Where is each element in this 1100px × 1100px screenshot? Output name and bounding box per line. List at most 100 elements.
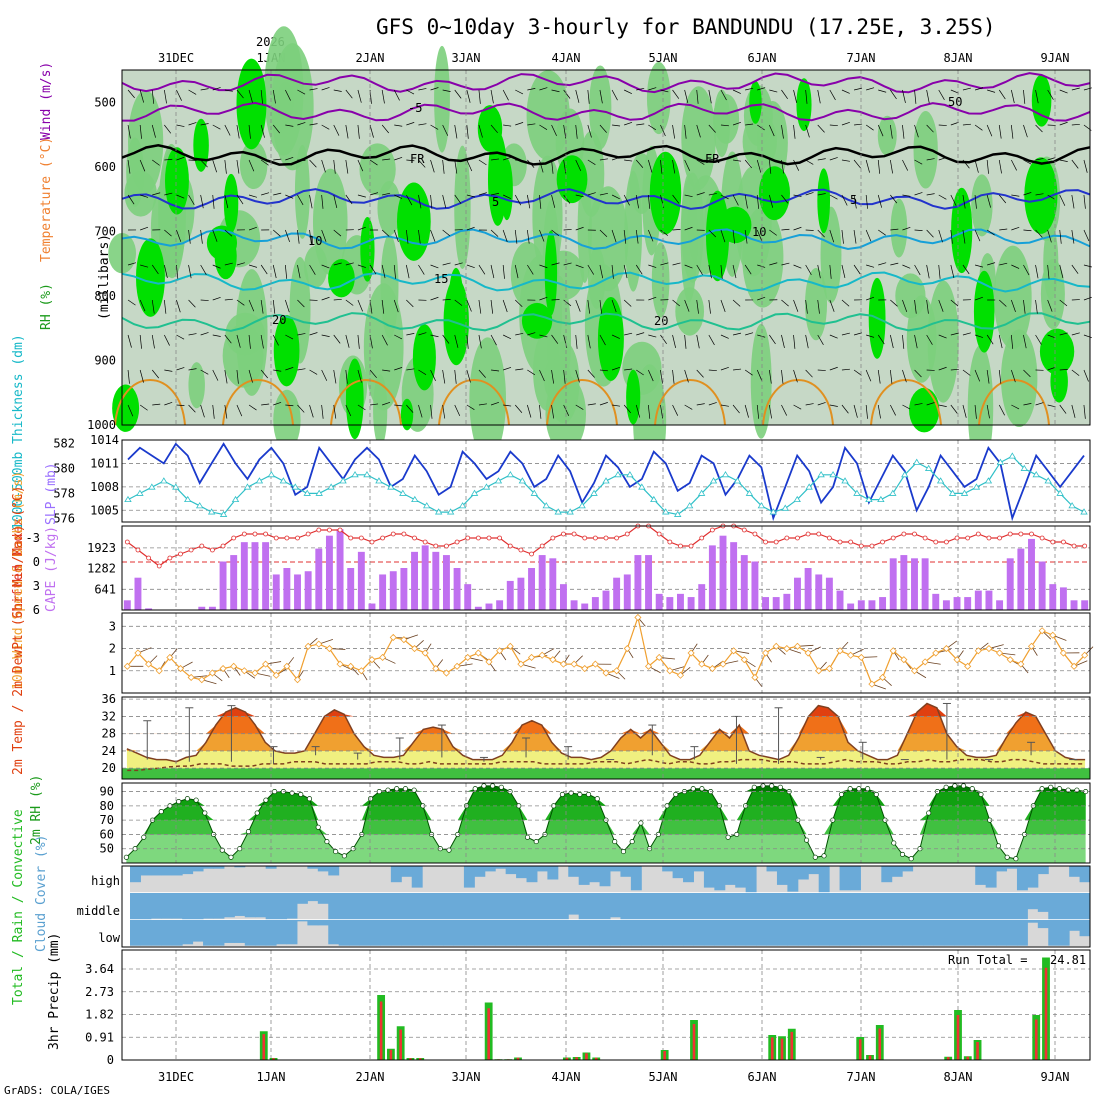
- wind-barb: [865, 404, 868, 419]
- wind-barb: [139, 89, 145, 103]
- li-point: [943, 539, 949, 545]
- cloud-cover-low-cell: [495, 920, 507, 946]
- cloud-cover-middle-cell: [589, 893, 601, 920]
- thickness-point: [913, 458, 921, 465]
- wind-barb: [418, 159, 426, 168]
- wind10m-point: [240, 667, 248, 675]
- wind-barb: [1023, 192, 1032, 196]
- wind-barb: [1071, 194, 1075, 209]
- li-point: [146, 555, 151, 561]
- t2m-base-band: [122, 768, 1090, 779]
- wind-barb: [200, 264, 207, 276]
- wind-barb: [200, 229, 203, 244]
- wind10m-point: [932, 649, 940, 657]
- cloud-cover-low-cell: [714, 920, 726, 946]
- wind-barb: [539, 369, 545, 382]
- wind-barb: [285, 89, 291, 101]
- wind-barb: [333, 229, 342, 237]
- wind10m-point: [421, 649, 429, 657]
- wind-barb: [551, 194, 556, 208]
- rh2m-point: [315, 824, 321, 830]
- cloud-cover-middle-cell: [568, 893, 580, 915]
- cloud-cover-high-cell: [610, 866, 621, 872]
- wind-barb: [212, 87, 221, 91]
- wind-barb: [297, 404, 305, 413]
- wind-barb: [1023, 334, 1027, 349]
- wind-barb: [418, 264, 425, 275]
- wind-barb: [272, 299, 276, 314]
- li-point: [1029, 531, 1034, 537]
- wind-barb: [430, 334, 439, 338]
- wind-barb: [539, 159, 544, 173]
- thickness-point: [434, 508, 443, 515]
- precip-convective-bar: [594, 1057, 598, 1060]
- cloud-cover-low-cell: [923, 920, 934, 946]
- wind-barb: [140, 226, 149, 231]
- wind-barb: [1083, 87, 1092, 91]
- cloud-cover-low-cell: [943, 920, 955, 946]
- cape-bar: [453, 568, 461, 610]
- thickness-point: [267, 471, 276, 478]
- rh2m-point: [673, 791, 679, 797]
- wind10m-point: [496, 647, 504, 655]
- wind-barb: [466, 369, 471, 383]
- cloud-cover-high-cell: [317, 866, 329, 872]
- li-point: [465, 535, 471, 541]
- precip-type-axis-label: Total / Rain / Convective: [11, 809, 26, 1005]
- rh2m-point: [490, 783, 496, 789]
- wind10m-point: [804, 649, 812, 657]
- wind10m-point: [815, 667, 823, 675]
- wind-barb: [393, 264, 396, 279]
- li-point: [422, 539, 428, 545]
- thickness-point: [805, 483, 813, 490]
- wind-barb: [1071, 264, 1079, 274]
- cloud-cover-high-cell: [1079, 866, 1091, 883]
- cloud-cover-low-cell: [735, 920, 747, 946]
- wind-barb: [877, 334, 885, 345]
- wind-barb: [902, 194, 911, 197]
- precip-convective-bar: [790, 1031, 794, 1060]
- wind-barb: [587, 264, 595, 275]
- precip-panel: 00.911.822.733.64: [85, 949, 1091, 1067]
- cape-bar: [464, 584, 472, 610]
- cloud-cover-low-cell: [651, 920, 663, 946]
- wind-barb: [563, 369, 566, 384]
- wind-barb: [890, 89, 897, 100]
- rh-region: [742, 114, 777, 170]
- thickness-point: [482, 483, 491, 490]
- wind10m-point: [336, 660, 344, 668]
- rh2m-tick: 60: [100, 827, 114, 841]
- wind-barb: [865, 194, 868, 209]
- cape-bar: [879, 597, 887, 610]
- wind-barb: [430, 194, 433, 209]
- rh2m-point: [123, 854, 129, 860]
- wind-barb: [563, 262, 572, 266]
- thickness-point: [160, 477, 168, 484]
- wind-barb: [914, 369, 922, 378]
- wind-barb: [466, 334, 469, 349]
- wind-barb: [611, 299, 617, 313]
- cloud-cover-high-cell: [818, 866, 830, 893]
- li-point: [880, 539, 885, 545]
- wind-barb: [563, 194, 571, 204]
- wind-barb: [950, 194, 957, 206]
- cloud-cover-middle-cell: [296, 893, 308, 904]
- wind-barb: [539, 87, 548, 91]
- wind-barb: [648, 264, 657, 268]
- cloud-cover-middle-cell: [818, 893, 830, 920]
- cloud-cover-low-cell: [359, 920, 371, 946]
- li-point: [529, 551, 534, 557]
- wind-barb: [672, 299, 681, 307]
- cloud-cover-low-cell: [797, 920, 809, 946]
- wind-barb: [394, 404, 403, 407]
- cape-bar: [1081, 600, 1089, 610]
- isotherm-label: 20: [654, 314, 668, 328]
- wind-barb: [684, 334, 687, 349]
- li-point: [784, 535, 790, 541]
- wind-barb: [708, 264, 712, 279]
- cloud-cover-low-cell: [516, 920, 528, 946]
- wind-barb: [938, 229, 943, 243]
- wind-barb: [890, 194, 898, 204]
